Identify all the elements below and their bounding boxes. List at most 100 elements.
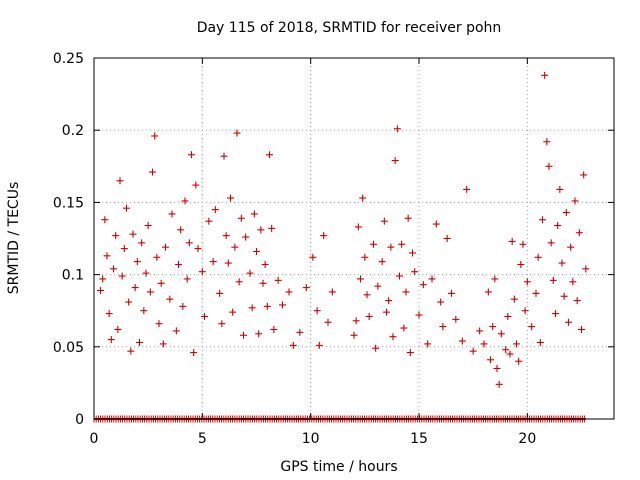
data-point bbox=[556, 185, 564, 193]
data-point bbox=[582, 265, 590, 273]
data-point bbox=[149, 168, 156, 176]
data-point bbox=[240, 331, 247, 339]
data-point bbox=[545, 162, 553, 170]
data-point bbox=[328, 288, 336, 296]
data-point bbox=[231, 243, 239, 251]
data-point bbox=[289, 341, 297, 349]
data-point bbox=[428, 275, 436, 283]
data-point bbox=[504, 312, 512, 320]
data-point bbox=[437, 298, 445, 306]
data-point bbox=[211, 206, 219, 214]
data-point bbox=[105, 310, 113, 318]
data-point bbox=[400, 324, 408, 332]
data-point bbox=[374, 282, 382, 290]
data-point bbox=[363, 291, 371, 299]
data-point bbox=[513, 340, 520, 348]
data-point bbox=[138, 239, 146, 247]
data-point bbox=[521, 307, 529, 315]
data-point bbox=[296, 328, 304, 336]
x-tick-label: 15 bbox=[410, 431, 428, 447]
data-point bbox=[279, 301, 286, 309]
data-point bbox=[97, 286, 104, 294]
y-tick-label: 0.1 bbox=[62, 268, 84, 284]
data-point bbox=[352, 317, 360, 325]
data-point bbox=[487, 356, 494, 364]
data-point bbox=[255, 330, 263, 338]
data-point bbox=[209, 258, 217, 266]
data-point bbox=[250, 210, 258, 218]
data-point bbox=[136, 338, 143, 346]
data-point bbox=[246, 269, 254, 277]
data-point bbox=[118, 272, 126, 280]
data-point bbox=[396, 272, 403, 280]
data-point bbox=[528, 323, 536, 331]
data-point bbox=[543, 138, 551, 146]
data-point bbox=[493, 364, 501, 372]
data-point bbox=[508, 237, 516, 245]
data-point bbox=[415, 311, 423, 319]
data-point bbox=[443, 235, 451, 242]
data-points bbox=[97, 71, 590, 388]
data-point bbox=[120, 245, 128, 253]
data-point bbox=[393, 125, 401, 133]
data-point bbox=[476, 327, 484, 335]
y-tick-label: 0.15 bbox=[53, 195, 84, 211]
data-point bbox=[502, 346, 510, 354]
data-point bbox=[131, 284, 139, 292]
data-point bbox=[198, 268, 206, 276]
data-point bbox=[142, 269, 150, 277]
data-point bbox=[357, 275, 364, 283]
data-point bbox=[166, 295, 174, 303]
data-point bbox=[354, 223, 362, 231]
data-point bbox=[452, 315, 460, 323]
data-point bbox=[172, 327, 180, 335]
data-point bbox=[320, 232, 328, 240]
data-point bbox=[383, 308, 390, 316]
data-point bbox=[361, 253, 369, 261]
data-point bbox=[404, 214, 412, 222]
data-point bbox=[370, 240, 377, 248]
data-point bbox=[133, 258, 141, 266]
data-point bbox=[580, 171, 588, 179]
data-point bbox=[107, 336, 115, 344]
data-point bbox=[385, 297, 393, 305]
data-point bbox=[123, 204, 130, 212]
grid bbox=[94, 58, 614, 419]
data-point bbox=[409, 249, 416, 257]
y-tick-label: 0 bbox=[75, 412, 84, 428]
data-point bbox=[380, 217, 388, 225]
data-point bbox=[398, 240, 406, 248]
data-point bbox=[103, 252, 111, 260]
data-point bbox=[484, 288, 492, 296]
data-point bbox=[159, 340, 167, 348]
data-point bbox=[151, 132, 159, 140]
x-axis-label: GPS time / hours bbox=[280, 459, 397, 475]
data-point bbox=[565, 318, 572, 326]
data-point bbox=[229, 308, 237, 316]
data-point bbox=[114, 325, 122, 333]
data-point bbox=[324, 318, 332, 326]
data-point bbox=[220, 152, 228, 160]
data-point bbox=[309, 253, 317, 261]
data-point bbox=[194, 245, 202, 253]
data-point bbox=[125, 298, 133, 306]
data-point bbox=[567, 243, 575, 251]
data-point bbox=[402, 288, 410, 296]
data-point bbox=[179, 302, 187, 310]
data-point bbox=[424, 340, 432, 348]
data-point bbox=[534, 253, 542, 261]
data-point bbox=[205, 217, 213, 225]
data-point bbox=[517, 260, 525, 268]
data-point bbox=[510, 295, 518, 303]
data-point bbox=[313, 307, 321, 315]
chart-title: Day 115 of 2018, SRMTID for receiver poh… bbox=[197, 20, 502, 36]
data-point bbox=[506, 350, 514, 358]
data-point bbox=[432, 220, 440, 228]
axes bbox=[93, 57, 615, 420]
data-point bbox=[547, 239, 555, 247]
data-point bbox=[573, 297, 581, 305]
data-point bbox=[162, 243, 169, 251]
data-point bbox=[183, 275, 191, 283]
data-point bbox=[558, 259, 566, 267]
